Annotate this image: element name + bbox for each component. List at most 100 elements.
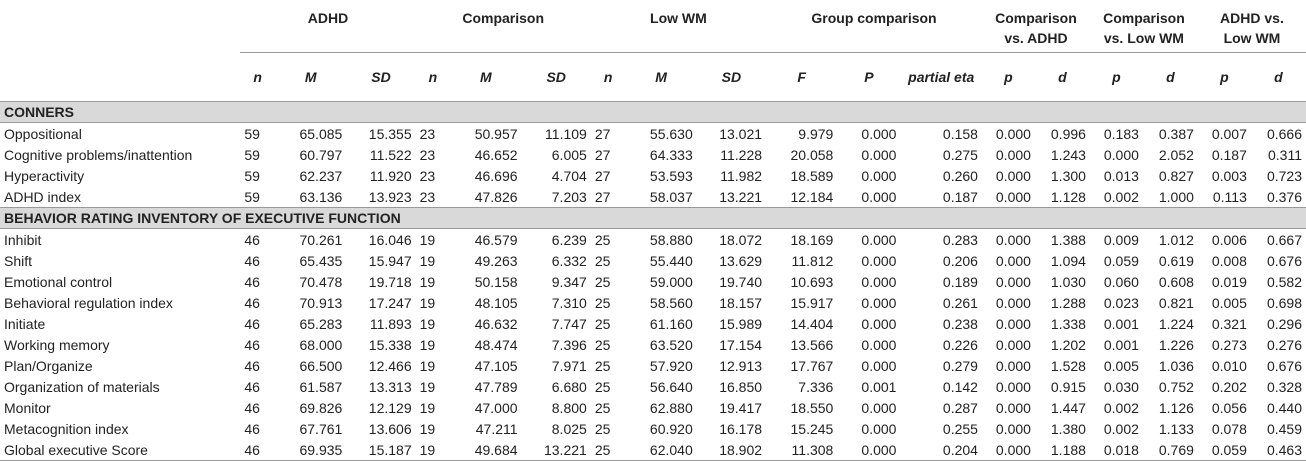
subheader-cell: d — [1034, 52, 1090, 102]
table-cell: 13.629 — [719, 252, 763, 269]
table-cell: 0.261 — [942, 294, 978, 311]
table-cell: 0.000 — [861, 315, 897, 332]
table-cell: 25 — [594, 357, 611, 374]
section-header-row: CONNERS — [0, 101, 1306, 123]
table-row: Emotional control 46 70.478 19.718 19 50.158 9… — [0, 271, 1306, 292]
table-cell: 63.136 — [299, 188, 343, 205]
table-cell: 0.619 — [1158, 252, 1194, 269]
subheader-cell: M — [275, 52, 347, 102]
table-cell: 7.336 — [798, 378, 834, 395]
row-label: Initiate — [4, 315, 46, 332]
table-cell: 0.752 — [1158, 378, 1194, 395]
table-cell: 0.275 — [942, 146, 978, 163]
row-label: Emotional control — [4, 273, 113, 290]
table-cell: 25 — [590, 439, 626, 461]
table-cell: 46 — [244, 336, 260, 353]
table-cell: 0.000 — [861, 294, 897, 311]
table-row: Inhibit 46 70.261 16.046 19 46.579 6.239 25 58.8… — [0, 229, 1306, 251]
row-label: Global executive Score — [0, 439, 241, 461]
table-cell: 13.606 — [368, 420, 412, 437]
table-cell: 0.000 — [861, 399, 897, 416]
table-cell: 60.797 — [299, 146, 343, 163]
table-cell: 0.000 — [837, 439, 901, 461]
table-cell: 17.154 — [719, 336, 763, 353]
table-cell: 0.000 — [995, 315, 1031, 332]
table-cell: 27 — [594, 188, 611, 205]
table-cell: 0.582 — [1266, 273, 1302, 290]
table-cell: 58.880 — [649, 231, 693, 248]
table-cell: 48.105 — [474, 294, 518, 311]
group-header-line2: vs. Low WM — [1103, 30, 1184, 46]
table-cell: 64.333 — [649, 146, 693, 163]
table-cell: 19 — [419, 420, 436, 437]
table-cell: 46 — [244, 378, 260, 395]
table-row: Metacognition index 46 67.761 13.606 19 47.21… — [0, 418, 1306, 439]
table-cell: 19.417 — [719, 399, 763, 416]
table-cell: 1.133 — [1158, 420, 1194, 437]
table-cell: 46.652 — [474, 146, 518, 163]
table-cell: 46.632 — [474, 315, 518, 332]
table-row: Monitor 46 69.826 12.129 19 47.000 8.800 25 62.8… — [0, 397, 1306, 418]
table-row: Plan/Organize 46 66.500 12.466 19 47.105 7.971… — [0, 355, 1306, 376]
table-cell: 1.288 — [1050, 294, 1086, 311]
section-header-row: BEHAVIOR RATING INVENTORY OF EXECUTIVE F… — [0, 207, 1306, 229]
table-cell: 13.566 — [790, 336, 834, 353]
subheader-cell: F — [766, 52, 838, 102]
table-cell: 1.447 — [1050, 399, 1086, 416]
table-cell: 57.920 — [649, 357, 693, 374]
table-cell: 13.923 — [368, 188, 412, 205]
table-cell: 0.000 — [861, 357, 897, 374]
table-cell: 23 — [419, 188, 436, 205]
table-cell: 0.666 — [1266, 125, 1302, 142]
table-cell: 0.005 — [1211, 294, 1247, 311]
table-cell: 50.957 — [474, 125, 518, 142]
table-cell: 0.387 — [1158, 125, 1194, 142]
table-cell: 23 — [419, 167, 436, 184]
table-cell: 25 — [594, 273, 611, 290]
table-cell: 65.085 — [299, 125, 343, 142]
table-cell: 0.000 — [995, 167, 1031, 184]
subheader-cell: SD — [696, 52, 767, 102]
table-cell: 16.850 — [719, 378, 763, 395]
subheader-blank — [0, 52, 241, 102]
table-cell: 1.126 — [1158, 399, 1194, 416]
table-cell: 6.005 — [551, 146, 587, 163]
table-cell: 0.698 — [1266, 294, 1302, 311]
table-cell: 0.187 — [942, 188, 978, 205]
table-cell: 1.338 — [1050, 315, 1086, 332]
table-cell: 55.440 — [649, 252, 693, 269]
table-cell: 46 — [244, 420, 260, 437]
table-cell: 13.021 — [719, 125, 763, 142]
table-cell: 19.718 — [368, 273, 412, 290]
table-cell: 0.000 — [995, 357, 1031, 374]
table-cell: 19 — [419, 315, 436, 332]
table-cell: 0.005 — [1103, 357, 1139, 374]
group-header-group-comparison: Group comparison — [766, 0, 982, 53]
table-cell: 49.684 — [450, 439, 522, 461]
table-cell: 0.001 — [861, 378, 897, 395]
table-cell: 0.000 — [981, 439, 1035, 461]
table-cell: 0.183 — [1103, 125, 1139, 142]
group-header-comparison-vs-adhd: Comparison vs. ADHD — [981, 0, 1090, 53]
table-cell: 0.187 — [1211, 146, 1247, 163]
table-cell: 1.036 — [1158, 357, 1194, 374]
table-cell: 61.160 — [649, 315, 693, 332]
table-cell: 47.789 — [474, 378, 518, 395]
table-cell: 70.478 — [299, 273, 343, 290]
table-row: Shift 46 65.435 15.947 19 49.263 6.332 25 55.440… — [0, 250, 1306, 271]
table-cell: 9.979 — [798, 125, 834, 142]
subheader-cell: p — [1089, 52, 1143, 102]
table-cell: 1.380 — [1050, 420, 1086, 437]
table-cell: 11.982 — [720, 167, 763, 184]
table-cell: 12.466 — [368, 357, 412, 374]
subheader-cell: p — [981, 52, 1035, 102]
table-cell: 46 — [244, 273, 260, 290]
table-cell: 1.000 — [1158, 188, 1194, 205]
table-cell: 46 — [244, 357, 260, 374]
table-cell: 13.313 — [368, 378, 412, 395]
table-cell: 0.060 — [1103, 273, 1139, 290]
subheader-cell: partial eta — [900, 52, 982, 102]
table-cell: 11.228 — [720, 146, 763, 163]
table-cell: 17.247 — [368, 294, 412, 311]
